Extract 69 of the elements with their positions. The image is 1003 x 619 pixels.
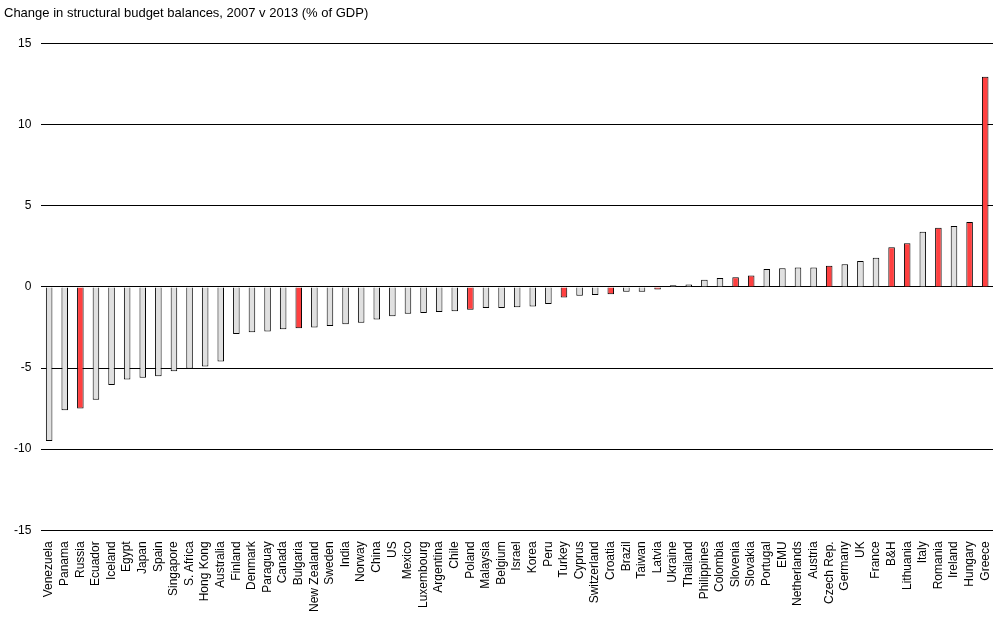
x-tick-label: Ecuador (88, 541, 103, 586)
y-tick-label: 0 (24, 279, 32, 294)
x-tick-label: Malaysia (478, 540, 493, 589)
x-tick-label: Austria (805, 540, 820, 579)
x-tick-label: Lithuania (899, 540, 914, 591)
x-tick-label: Poland (462, 541, 477, 579)
x-tick-label: Cyprus (571, 541, 586, 580)
x-tick-label: Russia (72, 540, 87, 578)
x-tick-label: Finland (228, 541, 243, 581)
x-tick-label: Panama (57, 540, 72, 586)
x-tick-label: Latvia (649, 540, 664, 574)
x-tick-label: Italy (915, 541, 930, 564)
x-tick-label: Luxembourg (415, 541, 430, 609)
x-tick-label: Canada (275, 540, 290, 584)
x-tick-label: Iceland (103, 541, 118, 580)
x-tick-label: Belgium (493, 541, 508, 585)
x-tick-label: EMU (774, 541, 789, 568)
x-tick-label: Korea (525, 540, 540, 574)
x-tick-label: Argentina (431, 540, 446, 593)
x-tick-label: Hungary (961, 541, 976, 587)
x-tick-label: Romania (930, 540, 945, 590)
x-tick-label: UK (852, 541, 867, 558)
x-tick-label: Netherlands (790, 541, 805, 607)
x-tick-label: Slovenia (727, 540, 742, 588)
y-tick-label: 5 (24, 198, 32, 213)
x-tick-label: Slovakia (743, 540, 758, 587)
x-tick-label: Chile (447, 540, 462, 569)
x-tick-label: Australia (213, 540, 228, 588)
x-tick-label: S. Africa (181, 540, 196, 586)
x-tick-label: Bulgaria (291, 540, 306, 586)
x-tick-label: Brazil (618, 541, 633, 572)
x-tick-label: Egypt (119, 540, 134, 572)
x-tick-label: Switzerland (587, 541, 602, 604)
x-tick-label: Peru (540, 541, 555, 567)
y-tick-label: 10 (17, 117, 32, 132)
x-tick-label: Paraguay (259, 541, 274, 593)
x-tick-label: Portugal (759, 541, 774, 586)
x-tick-label: China (369, 540, 384, 573)
x-tick-label: India (337, 540, 352, 568)
x-tick-label: Venezuela (41, 540, 56, 598)
x-tick-label: Czech Rep. (821, 541, 836, 604)
chart-title: Change in structural budget balances, 2007 v 2013 (% of GDP) (4, 5, 369, 21)
y-tick-label: -5 (20, 360, 32, 375)
x-tick-label: Spain (150, 541, 165, 572)
x-tick-label: Greece (977, 540, 992, 581)
x-tick-label: Denmark (244, 540, 259, 590)
x-tick-label: New Zealand (306, 541, 321, 613)
x-tick-label: US (384, 541, 399, 558)
y-tick-label: 15 (17, 35, 32, 50)
x-tick-label: Singapore (166, 540, 181, 597)
x-tick-label: Ireland (946, 541, 961, 578)
x-tick-label: Mexico (400, 540, 415, 580)
x-tick-label: Israel (509, 541, 524, 571)
y-tick-label: -10 (14, 441, 32, 456)
x-tick-label: Germany (837, 541, 852, 591)
x-tick-label: Ukraine (665, 540, 680, 583)
x-tick-label: Sweden (322, 541, 337, 585)
x-tick-label: Thailand (681, 541, 696, 588)
x-tick-label: Colombia (712, 540, 727, 592)
x-tick-label: Turkey (556, 541, 571, 578)
x-tick-label: Hong Kong (197, 541, 212, 602)
x-tick-label: Taiwan (634, 541, 649, 579)
x-tick-label: B&H (883, 541, 898, 566)
y-tick-label: -15 (14, 522, 32, 537)
x-tick-label: France (868, 540, 883, 579)
x-tick-label: Norway (353, 541, 368, 582)
x-tick-label: Croatia (603, 540, 618, 580)
x-tick-label: Japan (135, 541, 150, 574)
x-tick-label: Philippines (696, 541, 711, 600)
